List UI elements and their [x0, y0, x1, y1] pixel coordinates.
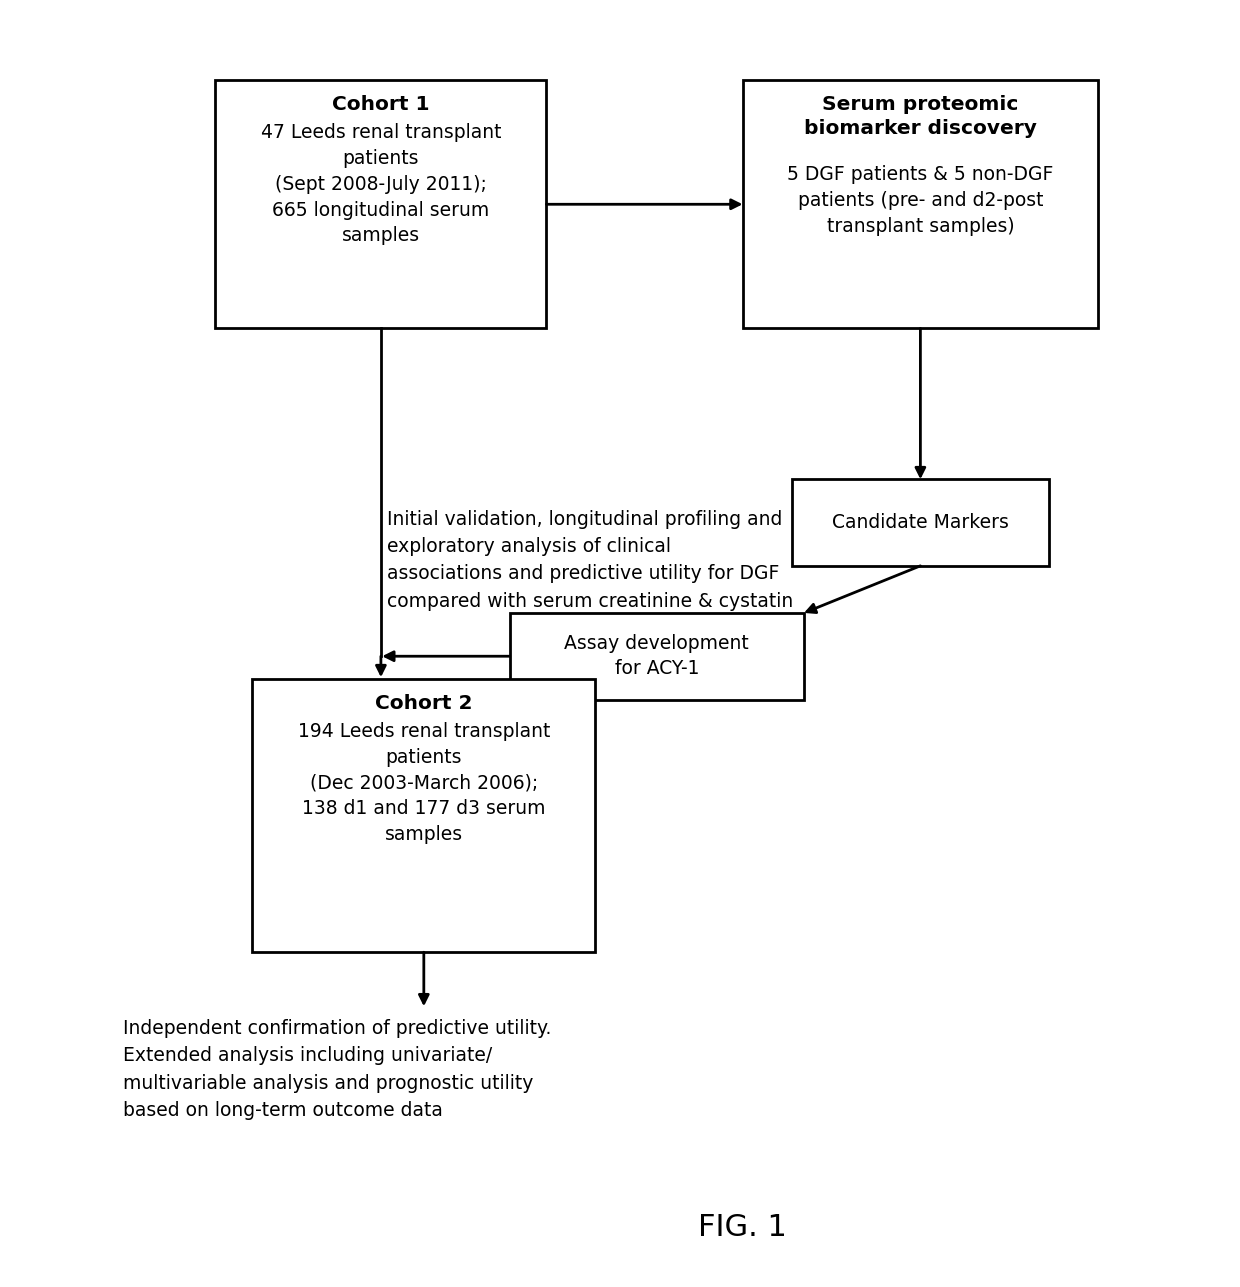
Bar	[252, 678, 595, 952]
Text: 194 Leeds renal transplant
patients
(Dec 2003-March 2006);
138 d1 and 177 d3 ser: 194 Leeds renal transplant patients (Dec…	[298, 722, 551, 844]
Bar	[743, 80, 1099, 328]
Bar	[510, 613, 804, 700]
Text: 47 Leeds renal transplant
patients
(Sept 2008-July 2011);
665 longitudinal serum: 47 Leeds renal transplant patients (Sept…	[260, 124, 501, 246]
Text: Independent confirmation of predictive utility.
Extended analysis including univ: Independent confirmation of predictive u…	[124, 1019, 552, 1120]
Text: Initial validation, longitudinal profiling and
exploratory analysis of clinical
: Initial validation, longitudinal profili…	[387, 510, 794, 610]
Text: FIG. 1: FIG. 1	[698, 1212, 787, 1242]
Text: Candidate Markers: Candidate Markers	[832, 514, 1009, 532]
Bar	[791, 479, 1049, 566]
Text: Cohort 1: Cohort 1	[332, 95, 429, 115]
Text: Serum proteomic
biomarker discovery: Serum proteomic biomarker discovery	[804, 95, 1037, 138]
Text: Assay development
for ACY-1: Assay development for ACY-1	[564, 634, 749, 678]
Bar	[216, 80, 547, 328]
Text: Cohort 2: Cohort 2	[374, 694, 472, 713]
Text: 5 DGF patients & 5 non-DGF
patients (pre- and d2-post
transplant samples): 5 DGF patients & 5 non-DGF patients (pre…	[787, 166, 1054, 236]
